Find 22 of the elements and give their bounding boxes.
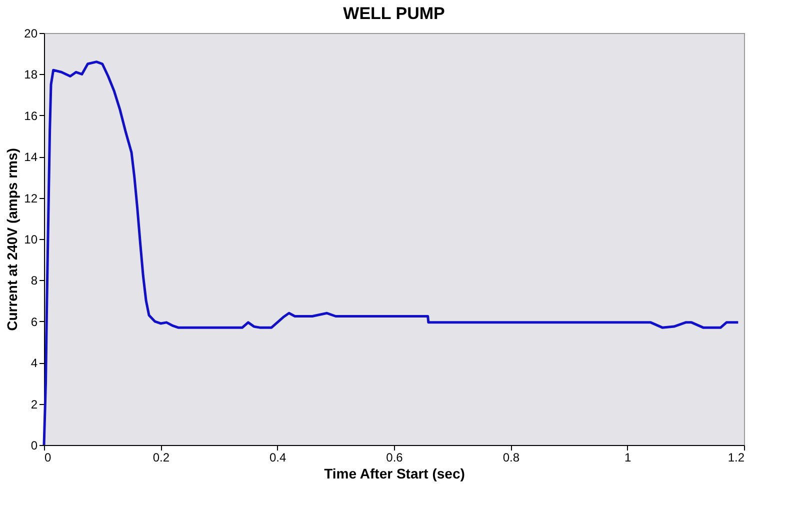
- y-tick-label: 16: [24, 108, 38, 123]
- x-tick-label: 1: [624, 450, 632, 464]
- y-tick-label: 0: [30, 438, 38, 452]
- line-series: [42, 60, 740, 446]
- y-tick-label: 10: [24, 232, 38, 246]
- x-tick-label: 0: [44, 450, 52, 464]
- y-tick-label: 8: [30, 274, 38, 288]
- chart-title: WELL PUMP: [343, 4, 445, 23]
- y-tick-label: 14: [24, 150, 38, 164]
- y-tick-label: 20: [24, 26, 38, 40]
- x-axis-title: Time After Start (sec): [324, 466, 465, 482]
- y-tick-label: 12: [24, 191, 38, 206]
- y-tick-label: 4: [30, 356, 38, 370]
- y-tick-label: 2: [30, 397, 38, 412]
- x-tick-label: 0.6: [386, 450, 404, 464]
- x-tick-label: 0.4: [269, 450, 286, 464]
- x-tick-label: 1.2: [728, 450, 745, 464]
- x-tick-label: 0.8: [502, 450, 520, 464]
- y-axis-title: Current at 240V (amps rms): [4, 148, 20, 331]
- y-tick-label: 18: [24, 68, 38, 82]
- x-tick-label: 0.2: [152, 450, 170, 464]
- y-tick-label: 6: [30, 314, 38, 329]
